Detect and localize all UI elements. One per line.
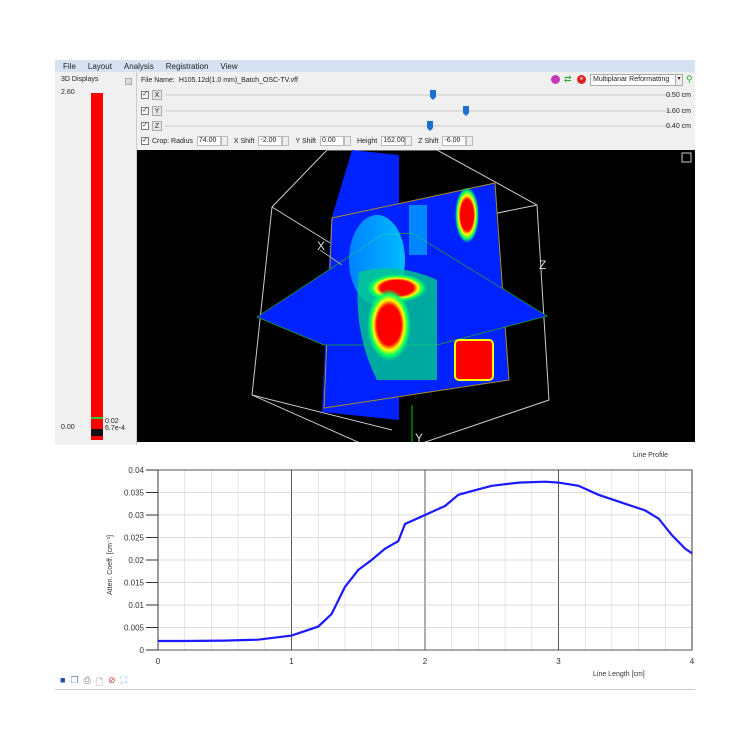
y-tick-label: 0.03: [128, 511, 144, 520]
file-label: File Name:: [141, 76, 175, 84]
xshift-spinner[interactable]: [282, 136, 290, 146]
level2-value: 6.7e-4: [105, 425, 125, 432]
x-axis-label: X: [317, 239, 325, 253]
xshift-input[interactable]: -2.00: [258, 136, 283, 146]
y-axis-title: Atten. Coeff. [cm⁻¹]: [107, 535, 114, 595]
z-slider[interactable]: [165, 125, 671, 127]
y-tick-label: 0.01: [128, 601, 144, 610]
chart-title: Line Profile: [633, 452, 668, 459]
yshift-spinner[interactable]: [343, 136, 351, 146]
menu-analysis[interactable]: Analysis: [123, 61, 154, 71]
crop-label: Crop: Radius: [152, 137, 193, 145]
x-button[interactable]: X: [152, 90, 162, 100]
y-slider-thumb[interactable]: [463, 106, 469, 116]
menu-registration[interactable]: Registration: [165, 61, 209, 71]
file-name: H105.12d(1.0 mm)_Batch_OSC-TV.vff: [178, 76, 298, 84]
menu-layout[interactable]: Layout: [87, 61, 112, 71]
chevron-down-icon[interactable]: ▾: [675, 74, 683, 86]
fit-icon[interactable]: ⛶: [120, 675, 127, 685]
height-spinner[interactable]: [405, 136, 413, 146]
y-tick-label: 0.02: [128, 556, 144, 565]
height-label: Height: [356, 137, 378, 145]
controls-panel: File Name: H105.12d(1.0 mm)_Batch_OSC-TV…: [137, 72, 695, 150]
copy-icon[interactable]: ❐: [70, 675, 79, 685]
menu-file[interactable]: File: [63, 61, 76, 71]
reset-icon[interactable]: ⊘: [107, 675, 116, 685]
zshift-spinner[interactable]: [466, 136, 474, 146]
chart-svg: Line Profile Line Length [cm] Atten. Coe…: [107, 452, 695, 678]
x-tick-label: 0: [156, 657, 161, 666]
y-axis-label: Y: [415, 431, 423, 442]
slider-row-y: ✓ Y 1.60 cm: [141, 105, 691, 117]
save-icon[interactable]: ■: [60, 675, 66, 685]
panel-title: 3D Displays: [61, 76, 99, 83]
y-tick-label: 0.005: [124, 624, 145, 633]
level1-value: 0.02: [105, 418, 119, 425]
x-slider[interactable]: [165, 94, 671, 96]
mode-select[interactable]: Multiplanar Reformatting: [590, 74, 680, 86]
slider-row-z: ✓ Z 0.40 cm: [141, 120, 691, 132]
yshift-label: Y Shift: [295, 137, 316, 145]
3d-render: X Z Y: [251, 149, 692, 456]
x-axis-title: Line Length [cm]: [593, 671, 645, 678]
z-button[interactable]: Z: [152, 121, 162, 131]
y-checkbox[interactable]: ✓: [141, 107, 149, 115]
colorbar-min: 0.00: [61, 424, 75, 431]
x-tick-label: 4: [690, 657, 695, 666]
y-tick-label: 0: [140, 646, 145, 655]
print-preview-icon[interactable]: 🗋: [95, 677, 103, 687]
slider-row-x: ✓ X 0.50 cm: [141, 89, 691, 101]
menu-view[interactable]: View: [220, 61, 238, 71]
close-icon[interactable]: ×: [577, 75, 586, 84]
height-input[interactable]: 162.00: [381, 136, 406, 146]
y-tick-label: 0.04: [128, 466, 144, 475]
view-options-icon[interactable]: [681, 152, 692, 163]
y-tick-label: 0.025: [124, 534, 145, 543]
3d-viewport[interactable]: X Z Y: [137, 149, 695, 456]
zoom-icon[interactable]: ⚲: [686, 74, 693, 84]
yshift-input[interactable]: 0.00: [319, 136, 344, 146]
print-icon[interactable]: ⎙: [83, 675, 91, 685]
radius-spinner[interactable]: [220, 136, 228, 146]
z-axis-label: Z: [539, 258, 546, 272]
chart-toolbar: ■ ❐ ⎙ 🗋 ⊘ ⛶: [60, 675, 127, 691]
colorbar-max: 2.60: [61, 89, 75, 96]
zshift-label: Z Shift: [418, 137, 439, 145]
z-slider-thumb[interactable]: [427, 121, 433, 131]
x-tick-label: 2: [423, 657, 428, 666]
pin-button[interactable]: [125, 78, 132, 85]
x-slider-thumb[interactable]: [430, 90, 436, 100]
y-button[interactable]: Y: [152, 106, 162, 116]
x-tick-label: 3: [556, 657, 561, 666]
y-tick-label: 0.035: [124, 489, 145, 498]
level-marker[interactable]: [91, 417, 103, 419]
x-tick-label: 1: [289, 657, 294, 666]
crop-checkbox[interactable]: ✓: [141, 137, 149, 145]
y-slider[interactable]: [165, 110, 671, 112]
zshift-input[interactable]: -6.00: [442, 136, 467, 146]
radius-input[interactable]: 74.00: [196, 136, 221, 146]
colorbar[interactable]: [91, 93, 103, 440]
z-value: 0.40 cm: [666, 122, 691, 130]
refresh-icon[interactable]: ⇄: [564, 74, 572, 84]
window-handle[interactable]: [91, 429, 103, 436]
line-profile-chart: Line Profile Line Length [cm] Atten. Coe…: [55, 445, 695, 690]
y-tick-label: 0.015: [124, 579, 145, 588]
left-panel: 3D Displays 2.60 0.00 0.02 6.7e-4: [55, 72, 137, 445]
y-value: 1.60 cm: [666, 107, 691, 115]
color-wheel-icon[interactable]: [551, 75, 560, 84]
profile-line: [158, 480, 693, 643]
x-value: 0.50 cm: [666, 91, 691, 99]
x-checkbox[interactable]: ✓: [141, 91, 149, 99]
crop-row: ✓ Crop: Radius 74.00 X Shift -2.00 Y Shi…: [141, 135, 691, 147]
menu-bar: File Layout Analysis Registration View: [55, 60, 695, 72]
hotspot: [455, 187, 479, 243]
xshift-label: X Shift: [233, 137, 255, 145]
z-checkbox[interactable]: ✓: [141, 122, 149, 130]
